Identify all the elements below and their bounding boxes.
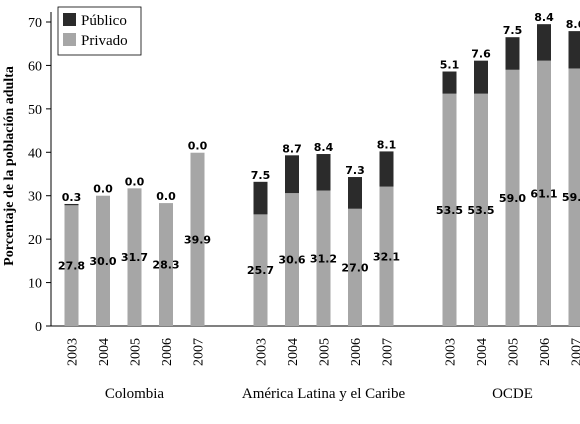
data-label-privado: 59.0 (499, 192, 526, 205)
x-tick-label: 2004 (475, 338, 490, 366)
legend-label-publico: Público (81, 13, 127, 29)
group-label-ocde: OCDE (492, 386, 533, 402)
bar-publico (506, 37, 520, 70)
data-label-privado: 30.0 (89, 255, 116, 268)
group-label-colombia: Colombia (105, 386, 165, 402)
data-label-privado: 25.7 (247, 264, 274, 277)
data-label-publico: 7.5 (251, 169, 271, 182)
x-tick-label: 2005 (129, 338, 144, 366)
bar-publico (474, 61, 488, 94)
x-tick-label: 2004 (97, 338, 112, 366)
data-label-publico: 7.3 (345, 164, 365, 177)
y-tick-label: 20 (28, 233, 42, 248)
bar-publico (317, 154, 331, 190)
data-label-privado: 27.8 (58, 260, 85, 273)
data-label-publico: 8.4 (314, 141, 334, 154)
data-label-publico: 0.0 (93, 183, 113, 196)
bar-publico (348, 177, 362, 209)
data-label-publico: 8.1 (377, 138, 397, 151)
data-label-privado: 59.3 (562, 191, 580, 204)
data-label-publico: 8.4 (534, 11, 554, 24)
bar-publico (537, 24, 551, 60)
x-tick-label: 2004 (286, 338, 301, 366)
bar-publico (569, 31, 580, 68)
data-label-privado: 30.6 (278, 254, 305, 267)
data-label-publico: 0.0 (125, 175, 145, 188)
legend: Público Privado (58, 7, 141, 55)
y-tick-label: 0 (35, 320, 42, 335)
y-tick-label: 50 (28, 103, 42, 118)
y-axis-label: Porcentaje de la población adulta (2, 66, 17, 266)
data-label-privado: 32.1 (373, 250, 400, 263)
y-tick-label: 40 (28, 146, 42, 161)
data-label-publico: 7.6 (471, 48, 491, 61)
bar-publico (285, 155, 299, 193)
x-tick-label: 2007 (192, 338, 207, 366)
x-tick-label: 2003 (66, 338, 81, 366)
data-label-privado: 31.7 (121, 251, 148, 264)
legend-label-privado: Privado (81, 33, 128, 49)
x-tick-label: 2005 (507, 338, 522, 366)
x-tick-label: 2006 (160, 338, 175, 366)
bar-publico (380, 151, 394, 186)
data-label-publico: 0.0 (188, 140, 208, 153)
data-label-publico: 8.7 (282, 142, 302, 155)
x-tick-label: 2003 (255, 338, 270, 366)
data-label-publico: 0.0 (156, 190, 176, 203)
x-tick-label: 2006 (538, 338, 553, 366)
y-tick-label: 30 (28, 190, 42, 205)
bar-publico (254, 182, 268, 215)
legend-swatch-privado (63, 33, 76, 46)
data-label-privado: 28.3 (152, 259, 179, 272)
data-label-privado: 31.2 (310, 252, 337, 265)
x-tick-label: 2007 (570, 338, 580, 366)
x-axis-labels: 2003 2004 2005 2006 2007 Colombia 2003 2004 2005… (66, 338, 580, 402)
x-tick-label: 2006 (349, 338, 364, 366)
data-label-publico: 8.6 (566, 18, 580, 31)
data-label-privado: 53.5 (467, 204, 494, 217)
y-tick-label: 70 (28, 16, 42, 31)
bar-publico (65, 204, 79, 205)
data-label-privado: 27.0 (341, 261, 368, 274)
x-tick-label: 2003 (444, 338, 459, 366)
x-tick-label: 2007 (381, 338, 396, 366)
data-label-publico: 5.1 (440, 59, 460, 72)
axes: 0 10 20 30 40 50 60 70 (28, 12, 580, 335)
legend-swatch-publico (63, 13, 76, 26)
data-label-publico: 0.3 (62, 191, 82, 204)
bar-publico (443, 72, 457, 94)
data-label-privado: 39.9 (184, 233, 211, 246)
y-tick-label: 60 (28, 59, 42, 74)
data-label-privado: 53.5 (436, 204, 463, 217)
data-label-publico: 7.5 (503, 24, 523, 37)
x-tick-label: 2005 (318, 338, 333, 366)
y-tick-label: 10 (28, 277, 42, 292)
data-label-privado: 61.1 (530, 187, 557, 200)
group-label-america-latina-y-el-caribe: América Latina y el Caribe (242, 386, 406, 402)
